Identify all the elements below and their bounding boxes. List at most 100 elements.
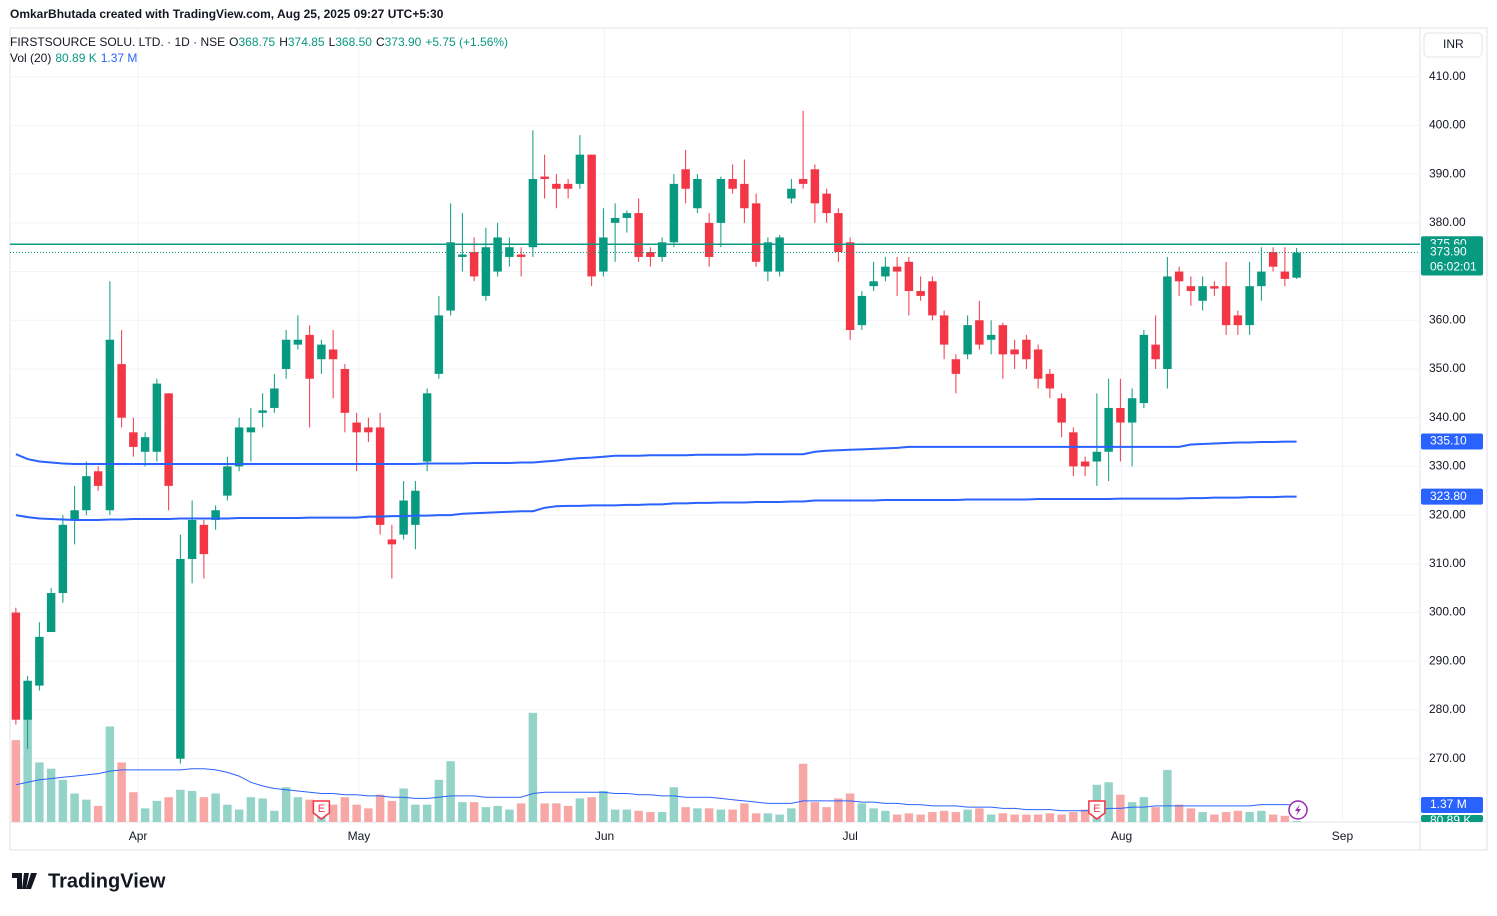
volume-bar	[364, 808, 373, 822]
volume-bar	[951, 812, 961, 822]
candle-body	[516, 254, 526, 257]
candle-body	[834, 213, 843, 253]
volume-bar	[822, 807, 831, 822]
vol-ma-value: 1.37 M	[100, 51, 138, 65]
candle-body	[422, 393, 432, 462]
logo-icon	[12, 873, 37, 889]
candle-body	[728, 179, 737, 189]
volume-bar	[58, 779, 68, 822]
candle-body	[176, 558, 185, 759]
vol-row: Vol (20) 80.89 K 1.37 M	[10, 50, 508, 66]
candle-body	[986, 334, 996, 340]
volume-bar	[129, 792, 138, 822]
volume-bar	[117, 762, 126, 822]
price-axis: 270.00 280.00 290.00 300.00 310.00 320.00 330.…	[129, 69, 1483, 843]
candle-body	[740, 183, 749, 209]
volume-bar	[646, 812, 655, 822]
x-tick-label: May	[348, 829, 371, 843]
candle-body	[1280, 271, 1290, 279]
candle-body	[1092, 451, 1102, 462]
alert-icon[interactable]	[1288, 800, 1308, 820]
candle-body	[23, 680, 32, 720]
earnings-marker	[1088, 800, 1106, 820]
ohlc-o: O368.75	[229, 35, 275, 49]
candle-body	[716, 179, 726, 223]
volume-bar	[434, 779, 444, 822]
y-tick-label: 320.00	[1429, 507, 1466, 521]
candle-body	[928, 281, 937, 316]
vol-title: Vol (20)	[10, 51, 52, 65]
volume-ma-label-box	[1421, 797, 1483, 814]
candle-body	[563, 183, 573, 189]
candle-body	[1033, 349, 1043, 379]
volume-bar	[552, 803, 561, 822]
line-label-box	[1421, 488, 1483, 505]
candle-body	[58, 524, 68, 594]
frame	[9, 27, 1488, 851]
candle-body	[82, 476, 91, 511]
candle-body	[1163, 276, 1172, 369]
candle-body	[775, 237, 784, 272]
countdown: 06:02:01	[1430, 260, 1477, 274]
volume-bar	[587, 797, 596, 822]
y-tick-label: 290.00	[1429, 653, 1466, 667]
candle-body	[411, 490, 420, 525]
volume-bar	[105, 726, 115, 822]
volume-bar	[340, 797, 350, 822]
volume-bar	[164, 797, 173, 822]
volume-bar	[1198, 812, 1207, 822]
candle-body	[552, 183, 561, 189]
key: L	[328, 35, 336, 49]
candle-body	[493, 237, 502, 272]
volume-bar	[493, 805, 502, 822]
candle-body	[916, 291, 925, 296]
candle-body	[234, 427, 244, 467]
volume-label: 80.89 K	[1430, 813, 1471, 827]
volume-bar	[1174, 804, 1184, 822]
candle-body	[223, 466, 232, 496]
volume-bar	[305, 799, 314, 822]
candle-body	[1245, 286, 1254, 326]
candle-body	[951, 359, 961, 374]
volume-bar	[35, 762, 44, 822]
volume-bar	[199, 797, 209, 822]
candle-body	[657, 242, 667, 257]
legend-row: FIRSTSOURCE SOLU. LTD. · 1D · NSE O368.7…	[10, 34, 508, 50]
currency-box[interactable]	[1423, 32, 1483, 58]
candle-body	[434, 315, 444, 374]
volume-bar	[187, 790, 197, 822]
volume-bar	[540, 803, 549, 822]
volume-bar	[1163, 769, 1172, 822]
volume-bar	[70, 793, 79, 822]
volume-bar	[1127, 802, 1137, 822]
candle-body	[939, 315, 949, 345]
candle-body	[1210, 286, 1219, 289]
candle-body	[387, 539, 397, 545]
value: 374.85	[287, 35, 325, 49]
volume-bar	[563, 805, 573, 822]
volume-bar	[246, 797, 256, 822]
symbol: FIRSTSOURCE SOLU. LTD. · 1D · NSE	[10, 35, 226, 49]
y-tick-label: 270.00	[1429, 751, 1466, 765]
volume-bar	[293, 797, 303, 822]
volume-bar	[704, 808, 714, 822]
candle-body	[845, 242, 855, 331]
candle-body	[129, 432, 138, 447]
candle-body	[1022, 339, 1031, 360]
ohlc-l: L368.50	[329, 35, 372, 49]
candle-body	[340, 368, 350, 413]
volume-bar	[1080, 809, 1090, 822]
volume-bar	[1268, 814, 1278, 822]
candle-body	[763, 242, 773, 272]
volume-bar	[904, 813, 914, 822]
candle-body	[270, 388, 279, 408]
candle-body	[599, 237, 608, 272]
candle-body	[787, 188, 796, 199]
volume-bar	[46, 768, 56, 822]
candle-body	[305, 334, 314, 379]
candle-body	[540, 176, 549, 180]
volume-label-box	[1421, 815, 1483, 822]
volume-bar	[716, 809, 726, 822]
volume-bar	[939, 810, 949, 822]
